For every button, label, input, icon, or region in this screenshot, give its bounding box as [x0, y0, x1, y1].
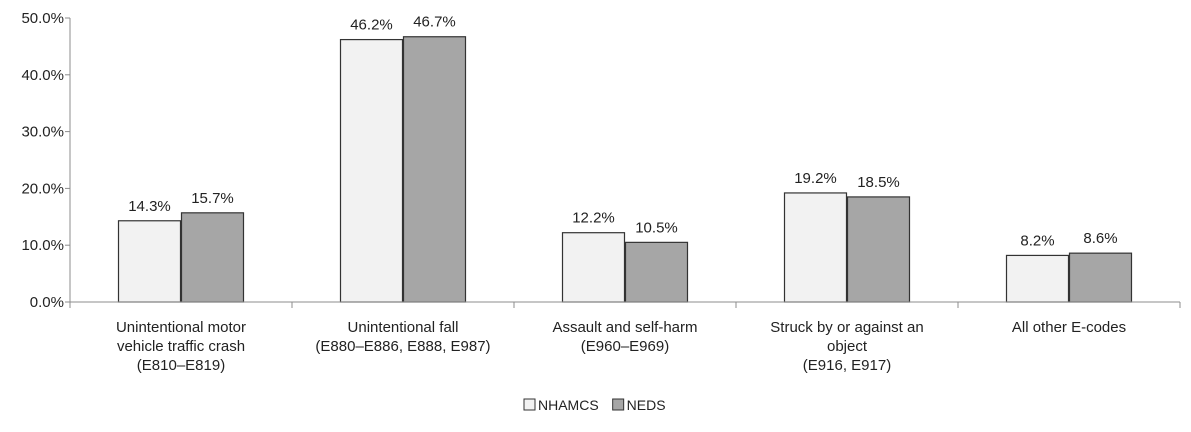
bar-nhamcs — [339, 38, 404, 303]
data-label-nhamcs: 12.2% — [572, 210, 615, 227]
data-label-neds: 15.7% — [191, 190, 234, 207]
x-category-label: All other E-codes — [1012, 319, 1126, 336]
bar-group — [117, 36, 1133, 303]
bar-nhamcs — [117, 220, 182, 303]
y-tick-label: 0.0% — [30, 294, 64, 311]
legend: NHAMCS NEDS — [523, 397, 666, 413]
x-category-label: Unintentional fall (E880–E886, E888, E987… — [315, 319, 490, 355]
y-tick-label: 40.0% — [21, 67, 64, 84]
data-label-nhamcs: 19.2% — [794, 170, 837, 187]
y-axis-ticks: 0.0% 10.0% 20.0% 30.0% 40.0% 50.0% — [21, 10, 70, 311]
data-label-neds: 8.6% — [1083, 230, 1117, 247]
bar-neds — [846, 196, 911, 303]
data-label-neds: 10.5% — [635, 219, 678, 236]
legend-swatch-neds — [612, 398, 625, 411]
y-tick-label: 10.0% — [21, 237, 64, 254]
bar-neds — [180, 212, 245, 303]
data-labels: 14.3% 15.7% 46.2% 46.7% 12.2% 10.5% 19.2% 18.5%… — [128, 14, 1117, 250]
data-label-nhamcs: 14.3% — [128, 198, 171, 215]
data-label-neds: 46.7% — [413, 14, 456, 31]
y-tick-label: 50.0% — [21, 10, 64, 27]
legend-label-neds: NEDS — [627, 397, 666, 413]
x-category-label: Unintentional motor vehicle traffic crash… — [116, 319, 246, 374]
bar-neds — [624, 241, 689, 303]
legend-label-nhamcs: NHAMCS — [538, 397, 599, 413]
x-category-label: Assault and self-harm (E960–E969) — [552, 319, 697, 355]
bar-nhamcs — [1005, 254, 1070, 303]
data-label-nhamcs: 46.2% — [350, 17, 393, 34]
bar-neds — [402, 36, 467, 303]
bar-nhamcs — [783, 192, 848, 303]
bar-neds — [1068, 252, 1133, 303]
data-label-nhamcs: 8.2% — [1020, 232, 1054, 249]
axes — [69, 18, 1181, 308]
category-labels: Unintentional motor vehicle traffic crash… — [116, 319, 1126, 374]
legend-swatch-nhamcs — [523, 398, 536, 411]
y-tick-label: 30.0% — [21, 124, 64, 141]
x-category-label: Struck by or against an object (E916, E917… — [770, 319, 923, 374]
data-label-neds: 18.5% — [857, 174, 900, 191]
y-tick-label: 20.0% — [21, 180, 64, 197]
bar-nhamcs — [561, 232, 626, 303]
